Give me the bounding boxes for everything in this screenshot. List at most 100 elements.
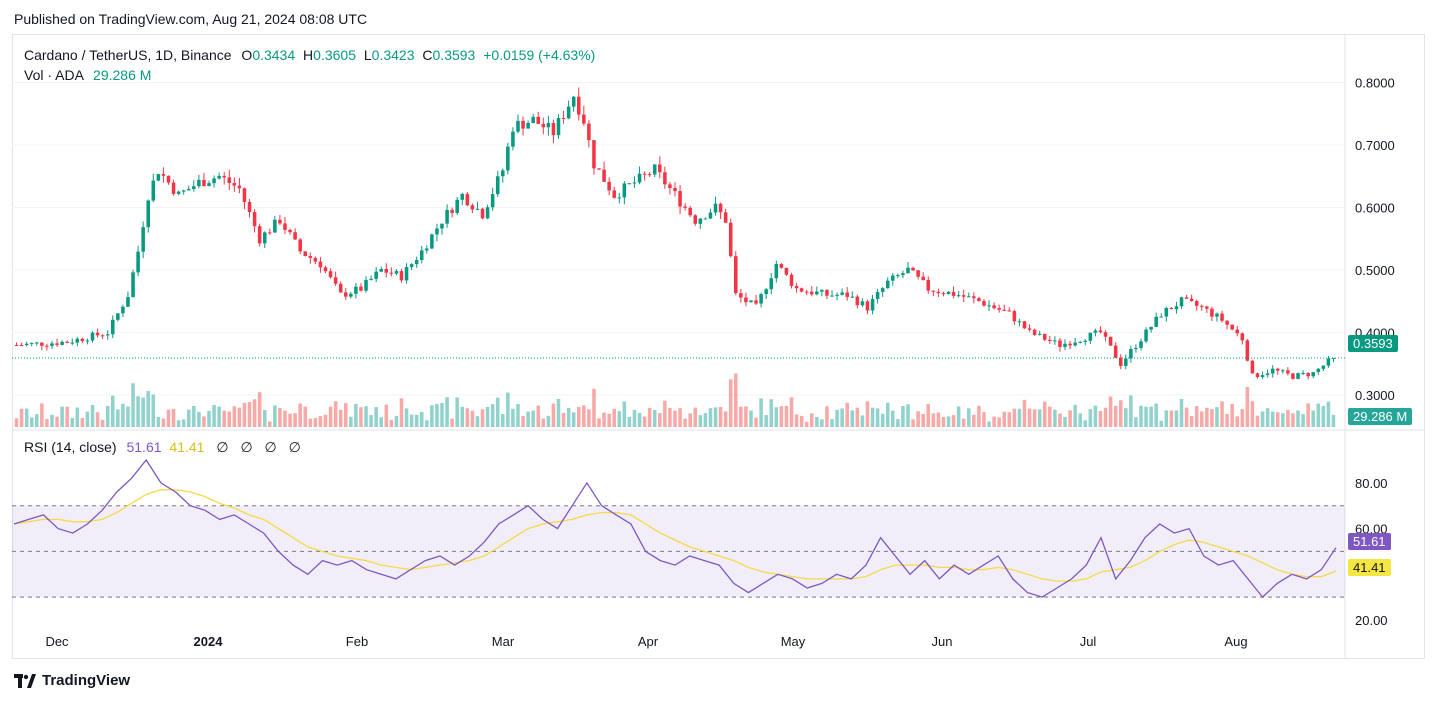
volume-bar <box>506 392 510 427</box>
volume-bar <box>379 417 383 427</box>
volume-bar <box>865 401 870 427</box>
candle-body <box>202 179 206 187</box>
volume-bar <box>896 419 900 427</box>
candle-body <box>1144 329 1148 342</box>
candle-body <box>931 290 936 292</box>
volume-bar <box>1210 409 1214 427</box>
candle-body <box>485 207 490 219</box>
volume-bar <box>759 398 763 427</box>
candle-body <box>901 273 905 276</box>
volume-bar <box>80 417 85 427</box>
volume-bar <box>29 417 34 427</box>
volume-bar <box>1200 411 1204 427</box>
candle-body <box>865 301 870 311</box>
candle-body <box>1270 368 1275 374</box>
candle-body <box>997 308 1001 310</box>
open-label: O <box>241 47 253 63</box>
candle-body <box>1083 340 1088 342</box>
candle-body <box>1225 320 1229 325</box>
candle-body <box>683 206 687 208</box>
candle-body <box>1316 368 1321 373</box>
volume-bar <box>1154 403 1158 427</box>
high-label: H <box>303 47 314 63</box>
candle-body <box>1296 373 1300 379</box>
candle-body <box>506 146 510 171</box>
candle-body <box>1124 358 1128 366</box>
volume-bar <box>1205 407 1209 427</box>
volume-bar <box>956 406 961 427</box>
volume-bar <box>809 413 814 427</box>
candle-body <box>820 289 824 292</box>
symbol-label: Cardano / TetherUS, 1D, Binance <box>24 47 232 63</box>
price-tick-label: 0.5000 <box>1355 263 1395 278</box>
volume-bar <box>156 416 161 427</box>
candle-body <box>268 232 272 234</box>
candle-body <box>1311 372 1315 377</box>
volume-bar <box>262 410 267 427</box>
candle-body <box>693 215 698 224</box>
tradingview-logo[interactable]: TradingView <box>14 672 130 689</box>
candle-body <box>673 188 677 192</box>
candle-body <box>961 295 966 297</box>
volume-bar <box>860 415 865 427</box>
volume-bar <box>288 413 292 427</box>
candle-body <box>1027 328 1032 330</box>
rsi-legend: RSI (14, close) 51.61 41.41 ∅ ∅ ∅ ∅ <box>24 439 301 456</box>
candle-body <box>379 268 383 272</box>
volume-bar <box>703 413 708 427</box>
volume-bar <box>531 410 535 427</box>
volume-bar <box>749 410 753 427</box>
volume-bar <box>257 392 262 427</box>
volume-bar <box>1108 396 1113 427</box>
volume-bar <box>333 401 338 427</box>
volume-bar <box>561 412 566 427</box>
volume-bar <box>901 406 905 427</box>
candle-body <box>516 120 520 132</box>
volume-bar <box>389 419 394 427</box>
candle-body <box>116 313 120 320</box>
rsi-axis: 80.00 60.00 20.00 <box>1355 476 1388 628</box>
volume-bar <box>65 406 69 427</box>
volume-bar <box>637 412 642 427</box>
candle-body <box>779 264 784 268</box>
volume-bar <box>1002 411 1007 427</box>
volume-bar <box>1073 404 1077 427</box>
volume-bar <box>946 416 951 427</box>
volume-bar <box>364 406 368 427</box>
volume-bar <box>1245 387 1250 427</box>
volume-bar <box>607 413 611 427</box>
candle-body <box>1306 373 1310 377</box>
volume-bar <box>121 403 125 427</box>
candles <box>14 87 1336 380</box>
candle-body <box>1230 324 1234 330</box>
candle-body <box>186 189 191 191</box>
volume-bar <box>328 406 333 427</box>
candle-body <box>678 191 682 207</box>
volume-bar <box>374 407 378 427</box>
volume-bar <box>967 408 971 427</box>
volume-bar <box>977 405 981 427</box>
candle-body <box>490 194 495 208</box>
candle-body <box>171 182 176 194</box>
volume-bar <box>1286 409 1290 427</box>
chart-frame[interactable] <box>12 34 1425 659</box>
candle-body <box>647 174 652 176</box>
candle-body <box>318 261 323 268</box>
volume-bar <box>916 411 920 427</box>
candle-body <box>110 319 115 335</box>
candle-body <box>1189 298 1194 301</box>
volume-bar <box>1032 409 1037 427</box>
candle-body <box>992 305 996 309</box>
volume-bar <box>551 403 556 427</box>
volume-bar <box>526 411 530 427</box>
volume-bar <box>176 420 181 427</box>
volume-bar <box>926 403 931 427</box>
volume-bar <box>1169 410 1174 427</box>
x-tick-label: Feb <box>346 634 368 649</box>
x-tick-label: Jul <box>1080 634 1097 649</box>
candle-body <box>1301 373 1305 375</box>
candle-body <box>1240 333 1245 341</box>
volume-bar <box>1275 412 1280 427</box>
